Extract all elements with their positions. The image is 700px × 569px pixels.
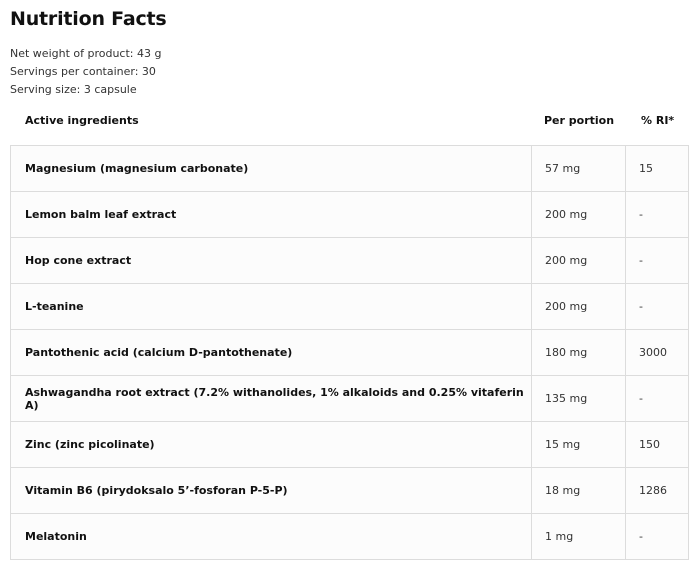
ingredient-name: Melatonin [10, 513, 532, 560]
header-active-ingredients: Active ingredients [25, 114, 139, 127]
ingredient-name: Magnesium (magnesium carbonate) [10, 145, 532, 192]
per-portion-value: 15 mg [531, 421, 626, 468]
ri-value: - [625, 375, 689, 422]
per-portion-value: 180 mg [531, 329, 626, 376]
ingredient-name: Vitamin B6 (pirydoksalo 5’-fosforan P-5-… [10, 467, 532, 514]
ri-value: - [625, 237, 689, 284]
net-weight: Net weight of product: 43 g [10, 47, 162, 60]
page-title: Nutrition Facts [10, 8, 167, 30]
per-portion-value: 200 mg [531, 283, 626, 330]
header-per-portion: Per portion [544, 114, 615, 127]
per-portion-value: 57 mg [531, 145, 626, 192]
ri-value: 150 [625, 421, 689, 468]
per-portion-value: 200 mg [531, 191, 626, 238]
ingredient-name: Ashwagandha root extract (7.2% withanoli… [10, 375, 532, 422]
header-ri: % RI* [641, 114, 675, 127]
ingredient-name: Zinc (zinc picolinate) [10, 421, 532, 468]
servings-per-container: Servings per container: 30 [10, 65, 156, 78]
table-row: Hop cone extract 200 mg - [10, 237, 689, 284]
ri-value: - [625, 191, 689, 238]
table-row: Vitamin B6 (pirydoksalo 5’-fosforan P-5-… [10, 467, 689, 514]
ingredient-name: Lemon balm leaf extract [10, 191, 532, 238]
table-row: Magnesium (magnesium carbonate) 57 mg 15 [10, 145, 689, 192]
per-portion-value: 18 mg [531, 467, 626, 514]
serving-size: Serving size: 3 capsule [10, 83, 137, 96]
per-portion-value: 200 mg [531, 237, 626, 284]
table-row: Lemon balm leaf extract 200 mg - [10, 191, 689, 238]
ingredient-name: Hop cone extract [10, 237, 532, 284]
per-portion-value: 1 mg [531, 513, 626, 560]
ingredient-name: Pantothenic acid (calcium D-pantothenate… [10, 329, 532, 376]
table-row: Pantothenic acid (calcium D-pantothenate… [10, 329, 689, 376]
ri-value: 15 [625, 145, 689, 192]
nutrition-table: Magnesium (magnesium carbonate) 57 mg 15 Le… [10, 145, 689, 560]
table-row: Zinc (zinc picolinate) 15 mg 150 [10, 421, 689, 468]
ri-value: - [625, 513, 689, 560]
table-row: L-teanine 200 mg - [10, 283, 689, 330]
ri-value: 3000 [625, 329, 689, 376]
ri-value: 1286 [625, 467, 689, 514]
table-row: Ashwagandha root extract (7.2% withanoli… [10, 375, 689, 422]
table-row: Melatonin 1 mg - [10, 513, 689, 560]
ingredient-name: L-teanine [10, 283, 532, 330]
ri-value: - [625, 283, 689, 330]
per-portion-value: 135 mg [531, 375, 626, 422]
